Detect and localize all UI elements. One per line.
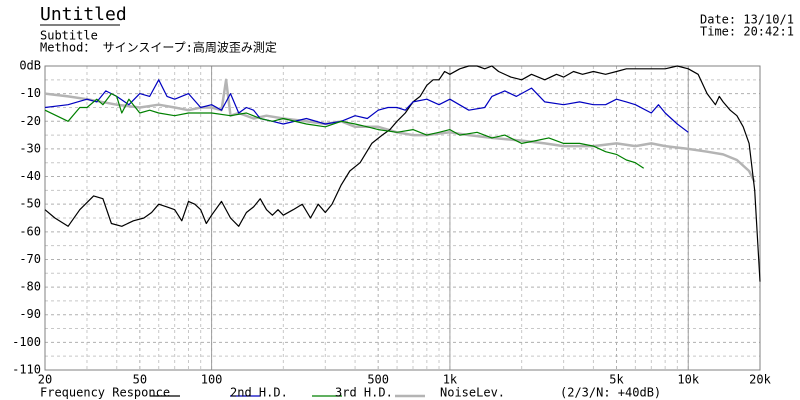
x-tick-label: 20k — [749, 373, 771, 387]
x-tick-label: 10k — [677, 373, 699, 387]
x-tick-label: 20 — [38, 373, 52, 387]
series-line — [44, 79, 689, 133]
chart-title: Untitled — [40, 4, 127, 25]
x-tick-label: 5k — [609, 373, 624, 387]
y-tick-label: -110 — [12, 363, 41, 377]
y-tick-label: -80 — [19, 280, 41, 294]
series-line — [44, 65, 761, 282]
legend-label: Frequency Responce — [40, 386, 170, 400]
series-line — [44, 93, 645, 169]
y-tick-label: -60 — [19, 224, 41, 238]
y-tick-label: -50 — [19, 197, 41, 211]
series-line — [44, 78, 756, 183]
y-tick-label: -40 — [19, 169, 41, 183]
x-tick-label: 1k — [443, 373, 458, 387]
date: Date: 13/10/1 — [700, 13, 794, 27]
subtitle: Subtitle — [40, 29, 98, 43]
legend-label: NoiseLev. — [440, 386, 505, 400]
x-tick-label: 500 — [367, 373, 389, 387]
y-tick-label: -20 — [19, 114, 41, 128]
y-tick-label: -100 — [12, 335, 41, 349]
legend-label: 3rd H.D. — [335, 386, 393, 400]
y-tick-label: -70 — [19, 252, 41, 266]
plot-frame — [44, 65, 761, 371]
time: Time: 20:42:1 — [700, 25, 794, 39]
y-tick-label: -10 — [19, 86, 41, 100]
y-tick-label: -30 — [19, 141, 41, 155]
legend-note: (2/3/N: +40dB) — [560, 386, 661, 400]
legend-label: 2nd H.D. — [230, 386, 288, 400]
method: Method： サインスイープ:高周波歪み測定 — [40, 40, 277, 55]
y-tick-label: 0dB — [19, 59, 41, 73]
x-tick-label: 100 — [201, 373, 223, 387]
x-tick-label: 50 — [133, 373, 147, 387]
y-tick-label: -90 — [19, 307, 41, 321]
